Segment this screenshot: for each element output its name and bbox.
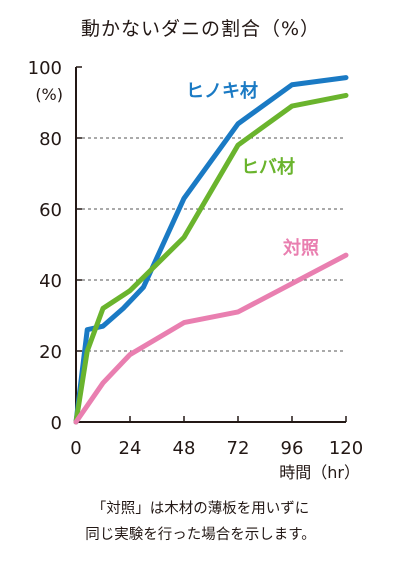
series-label-3: 対照 [282, 237, 319, 259]
series-label-2: ヒバ材 [241, 156, 295, 178]
series-line-1 [73, 75, 349, 425]
labels: 0 20 40 60 80 100 (%) 0 24 48 72 96 120 時間（hr） ヒノキ材ヒバ材… [28, 58, 364, 482]
series-line-3 [73, 252, 349, 425]
y-tick-label: 20 [39, 342, 62, 363]
y-unit-label: (%) [35, 85, 63, 104]
y-tick-label: 80 [39, 129, 62, 150]
x-tick-label: 0 [70, 438, 81, 459]
x-tick-label: 24 [119, 438, 142, 459]
footnote: 「対照」は木材の薄板を用いずに 同じ実験を行った場合を示します。 [0, 496, 401, 548]
x-tick-label: 72 [227, 438, 250, 459]
y-tick-label: 0 [51, 413, 62, 434]
grid-lines [76, 137, 346, 352]
series-lines [73, 75, 349, 425]
line-chart: 0 20 40 60 80 100 (%) 0 24 48 72 96 120 時間（hr） ヒノキ材ヒバ材… [28, 58, 364, 482]
x-axis-label: 時間（hr） [279, 463, 360, 482]
footnote-line-1: 「対照」は木材の薄板を用いずに [91, 501, 310, 517]
x-tick-label: 120 [329, 438, 363, 459]
series-label-1: ヒノキ材 [186, 80, 258, 102]
x-tick-label: 48 [173, 438, 196, 459]
y-tick-label: 40 [39, 271, 62, 292]
footnote-line-2: 同じ実験を行った場合を示します。 [85, 527, 316, 543]
series-line-2 [73, 92, 349, 425]
chart-title: 動かないダニの割合（%） [80, 18, 321, 40]
y-tick-label: 100 [28, 58, 62, 79]
y-tick-label: 60 [39, 200, 62, 221]
x-tick-label: 96 [281, 438, 304, 459]
